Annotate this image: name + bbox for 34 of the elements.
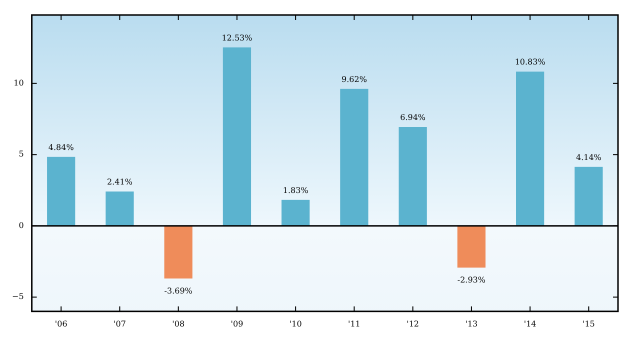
x-tick-label: '10 <box>289 319 302 328</box>
y-tick-label: 10 <box>14 78 24 88</box>
data-label: 10.83% <box>514 58 546 67</box>
x-tick-label: '15 <box>582 319 595 328</box>
bar <box>282 200 310 226</box>
bar <box>106 192 134 226</box>
x-tick-label: '07 <box>114 319 126 328</box>
data-label: 6.94% <box>400 113 426 122</box>
y-tick-label: −5 <box>12 292 24 302</box>
bar <box>574 166 603 226</box>
y-tick-label: 0 <box>18 220 24 230</box>
y-tick-label: 5 <box>18 150 24 159</box>
x-tick-label: '12 <box>406 319 420 328</box>
x-tick-label: '13 <box>465 319 478 328</box>
data-label: 2.41% <box>107 178 133 187</box>
data-label: 9.62% <box>341 74 368 84</box>
bar <box>516 72 544 226</box>
bar <box>340 88 368 226</box>
bar <box>164 226 192 278</box>
bar <box>47 156 76 226</box>
x-tick-label: '09 <box>230 319 244 328</box>
bar <box>222 47 252 226</box>
x-tick-label: '14 <box>524 319 536 328</box>
x-tick-label: '06 <box>54 319 68 328</box>
bar <box>398 127 427 226</box>
data-label: 12.53% <box>222 33 253 42</box>
bar <box>457 226 486 268</box>
data-label: -2.93% <box>457 276 486 285</box>
data-label: -3.69% <box>164 286 193 296</box>
x-tick-label: '11 <box>348 319 360 328</box>
data-label: 1.83% <box>282 186 309 195</box>
data-label: 4.84% <box>48 143 74 152</box>
x-tick-label: '08 <box>172 319 185 328</box>
data-label: 4.14% <box>576 152 602 162</box>
